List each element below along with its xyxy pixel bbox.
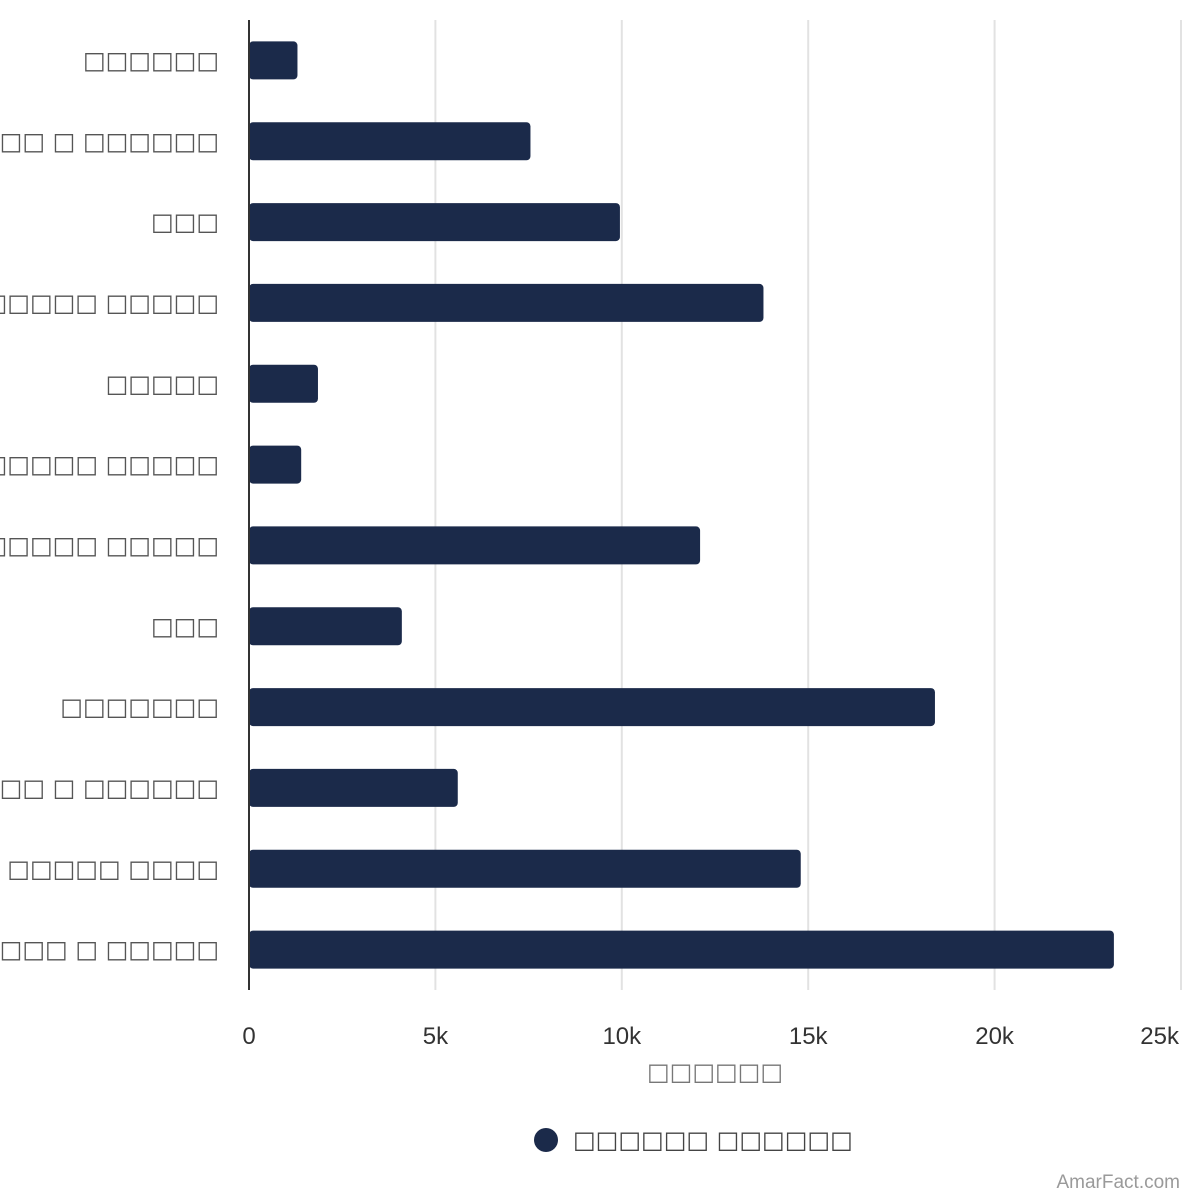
watermark: AmarFact.com: [1056, 1172, 1180, 1193]
bar: [249, 607, 402, 646]
category-label: □□□□□□□: [60, 693, 219, 721]
category-label: □□□□□□ □ □□□□□□: [0, 127, 219, 155]
x-tick-label: 10k: [602, 1023, 642, 1050]
category-label: □□□□□□ □ □□□□□□: [0, 774, 219, 802]
bar: [249, 203, 620, 242]
bar: [249, 526, 701, 565]
category-label: □ □ □□□□□□ □□□□□: [0, 451, 219, 479]
legend: □□□□□□ □□□□□□: [534, 1126, 853, 1154]
category-label: □□□□□: [106, 370, 219, 398]
x-tick-label: 20k: [975, 1023, 1015, 1050]
bar: [249, 930, 1114, 969]
x-axis-title: □□□□□□: [647, 1058, 783, 1086]
category-label: □□□□□ □□□□□: [0, 531, 219, 559]
bar: [249, 849, 801, 888]
legend-marker: [534, 1128, 558, 1152]
bar: [249, 364, 318, 403]
bar: [249, 41, 298, 80]
category-label: □□□□□□□□ □ □□□□□: [0, 936, 219, 964]
category-labels: □□□□□□ □□ □ □□□ □ □□□□□ □□□□ □□□□□□□□ □□ □□□□ □…: [0, 46, 219, 963]
bar: [249, 688, 935, 727]
x-tick-label: 5k: [423, 1023, 449, 1050]
category-label: □□□: [151, 612, 219, 640]
x-tick-label: 0: [242, 1023, 255, 1050]
legend-label: □□□□□□ □□□□□□: [573, 1126, 853, 1154]
x-tick-label: 15k: [789, 1023, 829, 1050]
bars: [249, 41, 1114, 969]
bar: [249, 122, 531, 161]
category-label: □□□□□□: [83, 46, 219, 74]
bar: [249, 283, 764, 322]
x-tick-labels: 0 5k 10k 15k 20k 25k: [242, 1023, 1180, 1050]
grid-lines: [434, 20, 1182, 990]
bar: [249, 768, 458, 807]
category-label: □□□□□ □□□□: [7, 855, 219, 883]
x-tick-label: 25k: [1140, 1023, 1180, 1050]
category-label: □□□□□□□□ □□□□□: [0, 289, 219, 317]
category-label: □□□: [151, 208, 219, 236]
bar: [249, 445, 302, 484]
